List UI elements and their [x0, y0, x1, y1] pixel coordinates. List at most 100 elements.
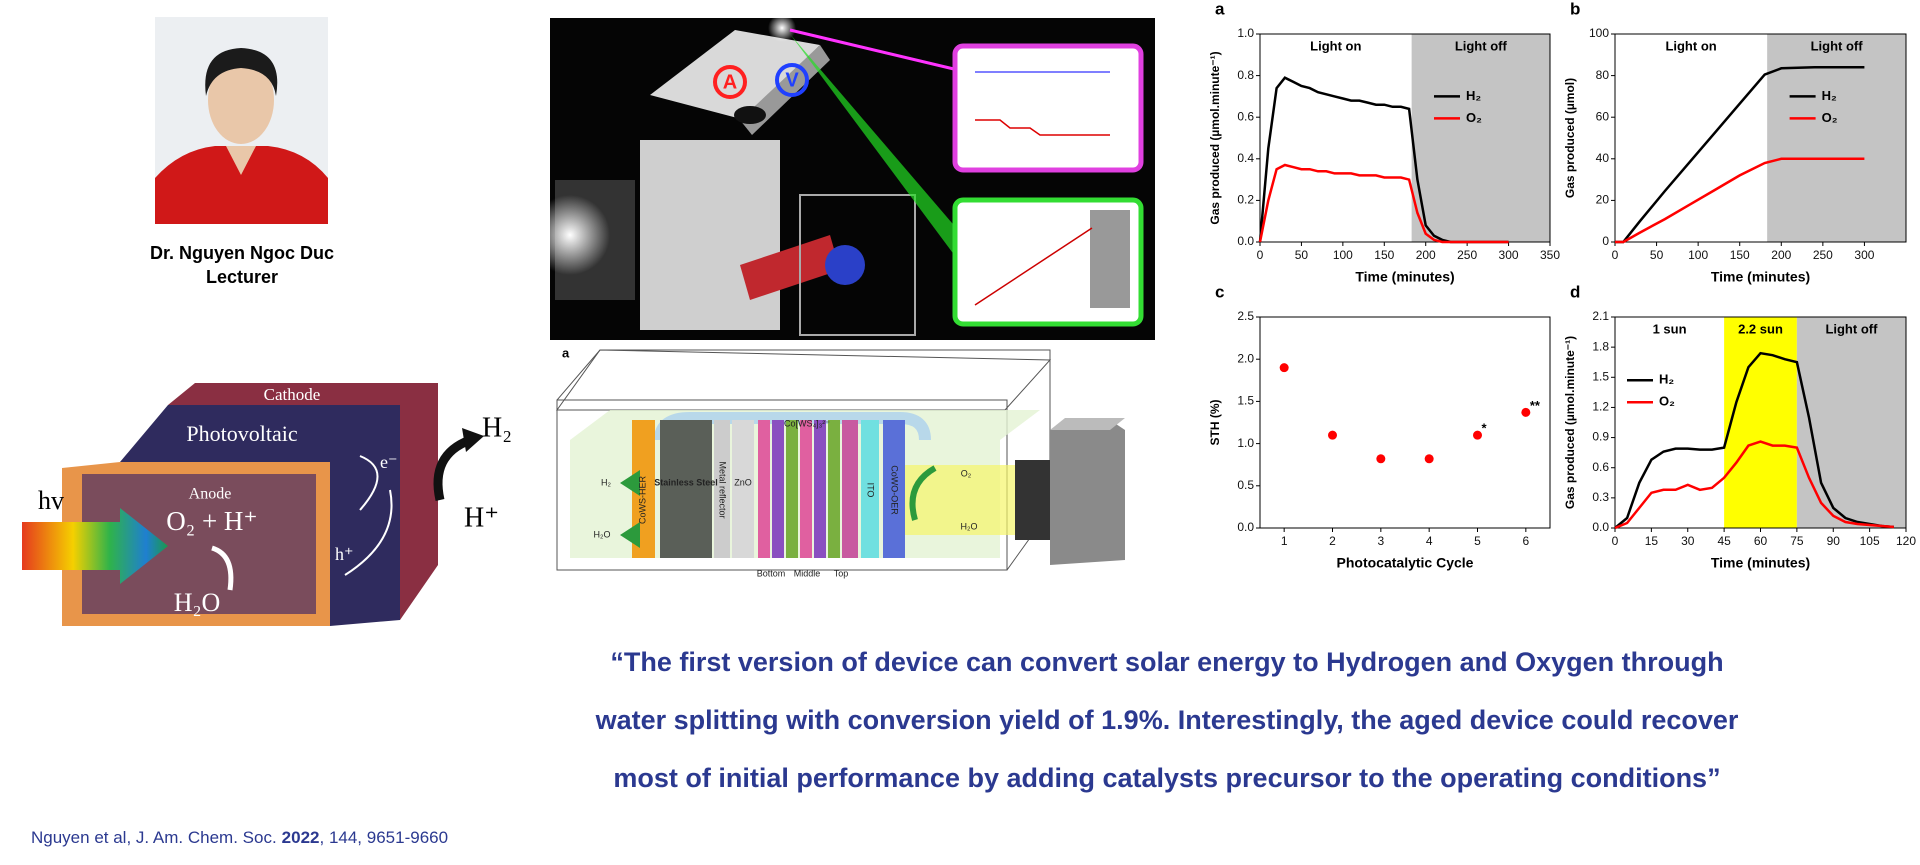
- subcell-label: Bottom: [757, 568, 786, 578]
- x-tick-label: 105: [1860, 534, 1880, 548]
- lamp-glow: [530, 195, 610, 275]
- oer-plate: [883, 420, 905, 558]
- region-label: Light on: [1665, 38, 1716, 53]
- light-beam: [740, 235, 840, 300]
- her-label: CoWS-HER: [637, 476, 647, 525]
- lamp-housing: [640, 140, 780, 330]
- profile-role: Lecturer: [206, 267, 278, 287]
- x-tick-label: 150: [1730, 248, 1750, 262]
- y-tick-label: 0.0: [1592, 520, 1609, 534]
- profile-photo: [155, 17, 328, 224]
- chart: Light on Light off 0 20 40 60 80 100 0 50 100 150 20…: [1563, 0, 1907, 285]
- region-label: Light off: [1825, 321, 1878, 336]
- x-tick-label: 3: [1377, 534, 1384, 548]
- ito-plate: [861, 420, 879, 558]
- point: [1376, 454, 1386, 464]
- h2-label: H₂: [601, 477, 611, 487]
- plot-frame: [1259, 316, 1551, 529]
- face: [208, 56, 274, 144]
- x-tick-label: 300: [1854, 248, 1874, 262]
- electron-label: e⁻: [380, 452, 398, 472]
- quote-line: “The first version of device can convert…: [610, 647, 1723, 677]
- region-label: 2.2 sun: [1738, 321, 1783, 336]
- device-photo: [530, 14, 1155, 340]
- panel-label: b: [1570, 0, 1580, 18]
- box-top: [556, 349, 1052, 411]
- quote-line: most of initial performance by adding ca…: [613, 763, 1720, 793]
- y-tick-label: 1.5: [1592, 369, 1609, 383]
- inset-current-trace: [975, 119, 1110, 136]
- cell-layer: [786, 420, 798, 558]
- chart: 0.0 0.5 1.0 1.5 2.0 2.5 1 2 3 4 5 6 Photocatalytic C…: [1208, 282, 1551, 571]
- lamp-top: [1050, 418, 1125, 430]
- x-axis-title: Time (minutes): [1711, 555, 1810, 571]
- y-tick-label: 2.1: [1592, 309, 1609, 323]
- voltmeter-label: V: [785, 69, 799, 91]
- h2-arrow: [620, 470, 640, 496]
- y-tick-label: 20: [1596, 193, 1610, 207]
- x-tick-label: 2: [1329, 534, 1336, 548]
- legend-label: O₂: [1822, 110, 1838, 125]
- inset-shade: [1090, 210, 1130, 308]
- x-tick-label: 120: [1896, 534, 1916, 548]
- legend-label: H₂: [1466, 88, 1481, 103]
- reflector-plate: [714, 420, 730, 558]
- citation-source: Nguyen et al, J. Am. Chem. Soc.: [31, 828, 277, 847]
- y-tick-label: 0.6: [1592, 460, 1609, 474]
- ito-label: ITO: [866, 483, 876, 498]
- hole-label: h⁺: [335, 544, 354, 564]
- oer-arrow: [909, 465, 937, 521]
- x-tick-label: 250: [1813, 248, 1833, 262]
- point: [1473, 430, 1482, 440]
- y-tick-label: 1.5: [1237, 394, 1254, 408]
- callout-beam: [790, 34, 958, 260]
- panel-label: c: [1215, 282, 1224, 301]
- x-tick-label: 75: [1790, 534, 1804, 548]
- y-tick-label: 0: [1602, 234, 1609, 248]
- region: [1411, 34, 1550, 242]
- series-line: [1614, 440, 1895, 530]
- x-tick-label: 5: [1474, 534, 1481, 548]
- x-tick-label: 300: [1499, 248, 1519, 262]
- point: [1279, 363, 1289, 373]
- x-tick-label: 250: [1457, 248, 1477, 262]
- panel-label: d: [1570, 282, 1580, 301]
- x-tick-label: 6: [1522, 534, 1529, 548]
- oer-label: CoWO-OER: [890, 465, 900, 515]
- steel-label: Stainless Steel: [654, 477, 718, 487]
- cell-layer: [828, 420, 840, 558]
- x-axis-title: Time (minutes): [1355, 269, 1454, 285]
- chart: 1 sun 2.2 sun Light off 0.0 0.3 0.6 0.9 1.2 1.5 1…: [1563, 282, 1916, 570]
- x-tick-label: 200: [1771, 248, 1791, 262]
- y-axis-title: Gas produced (µmol.minute⁻¹): [1563, 336, 1577, 509]
- legend-label: H₂: [1659, 372, 1674, 387]
- x-tick-label: 0: [1612, 534, 1619, 548]
- point: [1521, 407, 1531, 417]
- x-tick-label: 100: [1333, 248, 1353, 262]
- steel-plate: [660, 420, 712, 558]
- x-tick-label: 30: [1681, 534, 1695, 548]
- x-tick-label: 60: [1754, 534, 1768, 548]
- x-axis-title: Time (minutes): [1711, 269, 1810, 285]
- cathode-layer: [168, 383, 438, 620]
- h2o-arrow: [620, 522, 640, 548]
- legend-label: H₂: [1822, 88, 1837, 103]
- subcell-label: Middle: [794, 568, 821, 578]
- y-tick-label: 0.2: [1237, 193, 1254, 207]
- citation: Nguyen et al, J. Am. Chem. Soc. 2022, 144…: [31, 828, 448, 847]
- subcell-label: Top: [834, 568, 849, 578]
- y-tick-label: 0.5: [1237, 478, 1254, 492]
- cell-layer: [814, 420, 826, 558]
- water-label: H₂O: [174, 588, 221, 617]
- plot-frame: [1614, 33, 1907, 243]
- catalyst-label: Co[WS₄]₃²⁻: [784, 418, 830, 428]
- o2-label: O₂: [961, 468, 972, 478]
- y-tick-label: 60: [1596, 109, 1610, 123]
- y-axis-title: Gas produced (µmol): [1563, 78, 1577, 198]
- citation-pages: , 144, 9651-9660: [320, 828, 449, 847]
- legend-label: O₂: [1659, 394, 1675, 409]
- region: [1260, 34, 1412, 242]
- profile-name: Dr. Nguyen Ngoc Duc: [150, 243, 334, 263]
